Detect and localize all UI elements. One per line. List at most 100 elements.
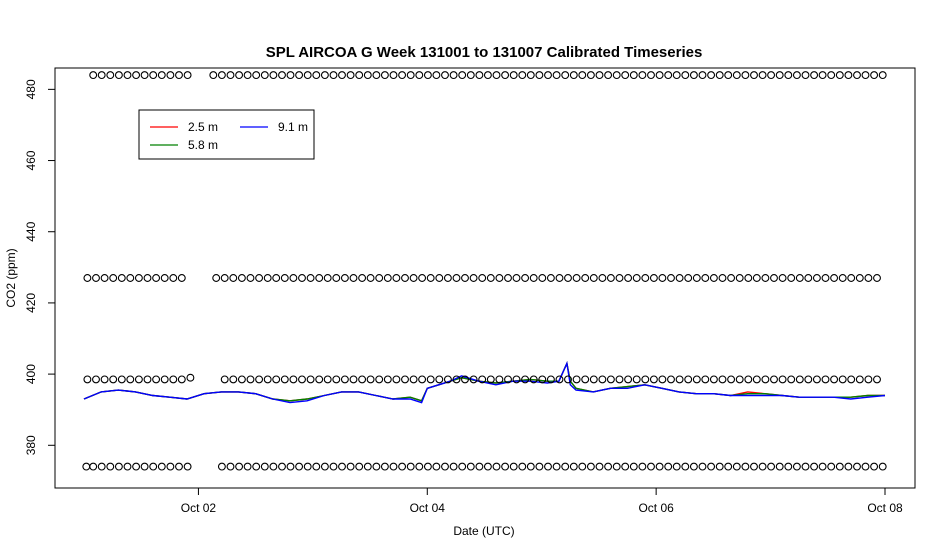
- calibration-point: [855, 375, 864, 384]
- calibration-point: [684, 274, 693, 282]
- calibration-point: [689, 71, 698, 80]
- calibration-point: [649, 274, 658, 282]
- calibration-point: [303, 462, 312, 471]
- calibration-point: [692, 274, 701, 282]
- legend: 2.5 m 5.8 m 9.1 m: [138, 109, 315, 160]
- calibration-point: [727, 375, 736, 384]
- calibration-point: [83, 375, 92, 384]
- calibration-point: [667, 274, 675, 282]
- calibration-point: [830, 274, 839, 282]
- x-tick-label: Oct 06: [638, 501, 674, 515]
- calibration-point: [681, 71, 690, 80]
- calibration-point: [546, 274, 555, 282]
- calibration-point: [750, 71, 758, 80]
- calibration-point: [658, 375, 667, 384]
- calibration-point: [804, 274, 813, 282]
- calibration-point: [735, 375, 744, 384]
- calibration-point: [795, 274, 804, 282]
- calibration-point: [641, 274, 650, 282]
- calibration-point: [504, 375, 512, 384]
- calibration-point: [632, 274, 641, 282]
- calibration-point: [655, 462, 664, 471]
- calibration-point: [458, 71, 467, 80]
- calibration-point: [535, 71, 544, 80]
- calibration-point: [435, 274, 444, 282]
- calibration-point: [449, 462, 458, 471]
- calibration-point: [229, 375, 238, 384]
- calibration-point: [160, 274, 169, 282]
- calibration-point: [641, 375, 650, 384]
- calibration-point: [672, 71, 681, 80]
- calibration-point: [149, 71, 158, 80]
- calibration-point: [667, 375, 675, 384]
- calibration-point: [220, 274, 229, 282]
- calibration-point: [183, 462, 192, 471]
- calibration-point: [586, 71, 595, 80]
- calibration-point: [392, 274, 401, 282]
- calibration-point: [495, 375, 504, 384]
- calibration-point: [123, 462, 132, 471]
- calibration-point: [684, 375, 693, 384]
- calibration-point: [873, 274, 881, 282]
- calibration-point: [320, 462, 329, 471]
- calibration-point: [278, 462, 286, 471]
- calibration-point: [598, 274, 607, 282]
- calibration-point: [106, 71, 115, 80]
- calibration-point: [658, 274, 667, 282]
- calibration-point: [701, 375, 710, 384]
- calibration-point: [821, 375, 830, 384]
- calibration-point: [132, 71, 141, 80]
- calibration-point: [483, 71, 492, 80]
- calibration-point: [612, 462, 621, 471]
- calibration-point: [409, 274, 418, 282]
- calibration-point: [552, 462, 561, 471]
- calibration-point: [383, 274, 392, 282]
- calibration-point: [458, 462, 467, 471]
- calibration-point: [555, 375, 564, 384]
- calibration-point: [126, 375, 135, 384]
- calibration-point: [718, 274, 727, 282]
- calibration-point: [792, 462, 801, 471]
- calibration-point: [555, 274, 564, 282]
- calibration-point: [106, 462, 115, 471]
- calibration-point: [114, 71, 123, 80]
- calibration-point: [629, 71, 638, 80]
- calibration-point: [260, 71, 269, 80]
- calibration-point: [82, 462, 91, 471]
- plot-frame: [54, 67, 916, 489]
- calibration-point: [801, 462, 810, 471]
- calibration-point: [835, 71, 844, 80]
- x-axis-label: Date (UTC): [453, 524, 514, 538]
- calibration-point: [152, 375, 161, 384]
- calibration-point: [375, 274, 384, 282]
- calibration-point: [744, 274, 753, 282]
- calibration-point: [483, 462, 492, 471]
- calibration-point: [621, 462, 630, 471]
- calibration-point: [606, 274, 615, 282]
- calibration-point: [569, 462, 578, 471]
- y-tick-label: 400: [24, 364, 38, 384]
- calibration-point: [260, 462, 269, 471]
- calibration-point: [441, 71, 449, 80]
- calibration-point: [878, 71, 887, 80]
- calibration-point: [598, 375, 607, 384]
- calibration-point: [538, 274, 547, 282]
- calibration-point: [415, 71, 424, 80]
- calibration-point: [838, 375, 847, 384]
- calibration-point: [252, 462, 261, 471]
- calibration-point: [855, 274, 864, 282]
- calibration-point: [672, 462, 681, 471]
- calibration-point: [443, 274, 452, 282]
- calibration-point: [675, 375, 684, 384]
- calibration-point: [366, 274, 375, 282]
- calibration-point: [358, 375, 367, 384]
- calibration-point: [735, 274, 744, 282]
- calibration-point: [629, 462, 638, 471]
- calibration-point: [320, 71, 329, 80]
- calibration-point: [564, 274, 572, 282]
- calibration-point: [432, 462, 441, 471]
- calibration-point: [715, 462, 724, 471]
- calibration-point: [149, 462, 158, 471]
- calibration-point: [521, 375, 530, 384]
